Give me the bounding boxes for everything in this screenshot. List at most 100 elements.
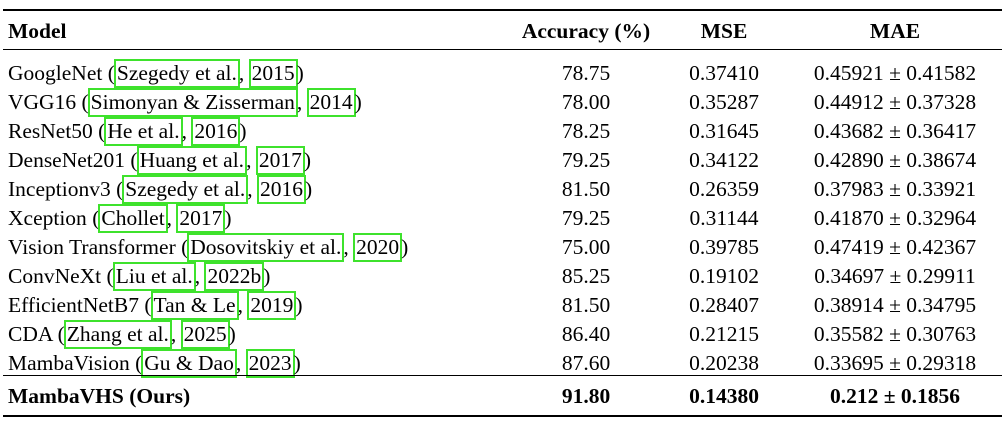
model-cell: CDA (Zhang et al., 2025) <box>8 318 236 350</box>
mse-cell: 0.31645 <box>689 119 759 143</box>
model-cell: Vision Transformer (Dosovitskiy et al., … <box>8 231 408 263</box>
citation-author-link[interactable]: Huang et al. <box>136 146 248 175</box>
citation-author-link[interactable]: Gu & Dao <box>141 349 237 378</box>
model-cell: EfficientNetB7 (Tan & Le, 2019) <box>8 289 303 321</box>
table-row: Inceptionv3 (Szegedy et al., 2016) 81.50 0… <box>0 173 1007 205</box>
mse-cell: 0.31144 <box>689 206 759 230</box>
table-row: Xception (Chollet, 2017) 79.25 0.31144 0.41… <box>0 202 1007 234</box>
citation-author-link[interactable]: He et al. <box>104 117 183 146</box>
mse-cell: 0.19102 <box>689 264 759 288</box>
model-name: GoogleNet <box>8 61 103 85</box>
citation-year-link[interactable]: 2016 <box>191 117 241 146</box>
citation-year-link[interactable]: 2017 <box>176 204 226 233</box>
mae-cell: 0.37983 ± 0.33921 <box>813 177 977 201</box>
citation-year-link[interactable]: 2017 <box>255 146 305 175</box>
ours-model-name: MambaVHS (Ours) <box>8 384 191 408</box>
citation-author-link[interactable]: Szegedy et al. <box>113 59 240 88</box>
accuracy-cell: 87.60 <box>561 351 611 375</box>
citation-year-link[interactable]: 2020 <box>353 233 403 262</box>
model-cell: ResNet50 (He et al., 2016) <box>8 115 247 147</box>
mse-cell: 0.21215 <box>689 322 759 346</box>
mse-cell: 0.28407 <box>689 293 759 317</box>
citation-author-link[interactable]: Szegedy et al. <box>122 175 249 204</box>
mae-cell: 0.44912 ± 0.37328 <box>813 90 977 114</box>
mae-cell: 0.38914 ± 0.34795 <box>813 293 977 317</box>
citation-author-link[interactable]: Tan & Le <box>150 291 239 320</box>
header-model: Model <box>8 19 67 43</box>
table-top-rule <box>3 9 1002 11</box>
model-cell: Xception (Chollet, 2017) <box>8 202 232 234</box>
accuracy-cell: 79.25 <box>561 206 611 230</box>
mae-cell: 0.41870 ± 0.32964 <box>813 206 977 230</box>
mse-cell: 0.20238 <box>689 351 759 375</box>
table-header-rule <box>3 49 1002 50</box>
accuracy-cell: 79.25 <box>561 148 611 172</box>
table-ours-rule <box>3 375 1002 376</box>
accuracy-cell: 81.50 <box>561 177 611 201</box>
header-mae: MAE <box>869 19 921 43</box>
mae-cell: 0.34697 ± 0.29911 <box>814 264 976 288</box>
citation-author-link[interactable]: Chollet <box>98 204 168 233</box>
model-cell: VGG16 (Simonyan & Zisserman, 2014) <box>8 86 362 118</box>
model-name: ConvNeXt <box>8 264 102 288</box>
accuracy-cell: 75.00 <box>561 235 611 259</box>
citation-year-link[interactable]: 2022b <box>204 262 265 291</box>
model-name: EfficientNetB7 <box>8 293 139 317</box>
table-header-row: Model Accuracy (%) MSE MAE <box>0 15 1007 47</box>
table-row: CDA (Zhang et al., 2025) 86.40 0.21215 0.35… <box>0 318 1007 350</box>
model-name: Vision Transformer <box>8 235 176 259</box>
citation-author-link[interactable]: Zhang et al. <box>63 320 172 349</box>
mae-cell: 0.42890 ± 0.38674 <box>813 148 977 172</box>
table-row: Vision Transformer (Dosovitskiy et al., … <box>0 231 1007 263</box>
citation-year-link[interactable]: 2025 <box>180 320 230 349</box>
mae-cell: 0.43682 ± 0.36417 <box>813 119 977 143</box>
model-cell: Inceptionv3 (Szegedy et al., 2016) <box>8 173 312 205</box>
table-row: ResNet50 (He et al., 2016) 78.25 0.31645 0.… <box>0 115 1007 147</box>
table-row: VGG16 (Simonyan & Zisserman, 2014) 78.00 0… <box>0 86 1007 118</box>
accuracy-cell: 85.25 <box>561 264 611 288</box>
citation-year-link[interactable]: 2016 <box>257 175 306 204</box>
model-cell: DenseNet201 (Huang et al., 2017) <box>8 144 311 176</box>
header-mse: MSE <box>700 19 748 43</box>
citation-author-link[interactable]: Dosovitskiy et al. <box>187 233 345 262</box>
mae-cell: 0.45921 ± 0.41582 <box>813 61 977 85</box>
mse-cell: 0.39785 <box>689 235 759 259</box>
citation-author-link[interactable]: Simonyan & Zisserman <box>87 88 298 117</box>
citation-author-link[interactable]: Liu et al. <box>112 262 196 291</box>
citation-year-link[interactable]: 2023 <box>245 349 295 378</box>
table-row: ConvNeXt (Liu et al., 2022b) 85.25 0.19102… <box>0 260 1007 292</box>
citation-year-link[interactable]: 2014 <box>306 88 356 117</box>
ours-mse: 0.14380 <box>689 384 759 408</box>
table-row: DenseNet201 (Huang et al., 2017) 79.25 0.3… <box>0 144 1007 176</box>
accuracy-cell: 78.00 <box>561 90 611 114</box>
citation-year-link[interactable]: 2019 <box>247 291 297 320</box>
header-accuracy: Accuracy (%) <box>521 19 651 43</box>
accuracy-cell: 81.50 <box>561 293 611 317</box>
table-row-ours: MambaVHS (Ours) 91.80 0.14380 0.212 ± 0.… <box>0 380 1007 412</box>
model-name: ResNet50 <box>8 119 93 143</box>
mae-cell: 0.35582 ± 0.30763 <box>813 322 977 346</box>
table-bottom-rule <box>3 415 1002 417</box>
table-row: EfficientNetB7 (Tan & Le, 2019) 81.50 0.28… <box>0 289 1007 321</box>
mse-cell: 0.35287 <box>689 90 759 114</box>
accuracy-cell: 86.40 <box>561 322 611 346</box>
model-cell: GoogleNet (Szegedy et al., 2015) <box>8 57 304 89</box>
model-name: VGG16 <box>8 90 77 114</box>
table-row: MambaVision (Gu & Dao, 2023) 87.60 0.20238… <box>0 347 1007 379</box>
model-name: CDA <box>8 322 53 346</box>
table-row: GoogleNet (Szegedy et al., 2015) 78.75 0.3… <box>0 57 1007 89</box>
accuracy-cell: 78.75 <box>561 61 611 85</box>
mae-cell: 0.33695 ± 0.29318 <box>813 351 977 375</box>
mse-cell: 0.34122 <box>689 148 759 172</box>
mse-cell: 0.37410 <box>689 61 759 85</box>
mse-cell: 0.26359 <box>689 177 759 201</box>
model-name: DenseNet201 <box>8 148 126 172</box>
ours-mae: 0.212 ± 0.1856 <box>829 384 961 408</box>
citation-year-link[interactable]: 2015 <box>248 59 298 88</box>
mae-cell: 0.47419 ± 0.42367 <box>813 235 977 259</box>
model-name: Xception <box>8 206 87 230</box>
model-name: MambaVision <box>8 351 130 375</box>
model-cell: ConvNeXt (Liu et al., 2022b) <box>8 260 270 292</box>
ours-accuracy: 91.80 <box>561 384 611 408</box>
